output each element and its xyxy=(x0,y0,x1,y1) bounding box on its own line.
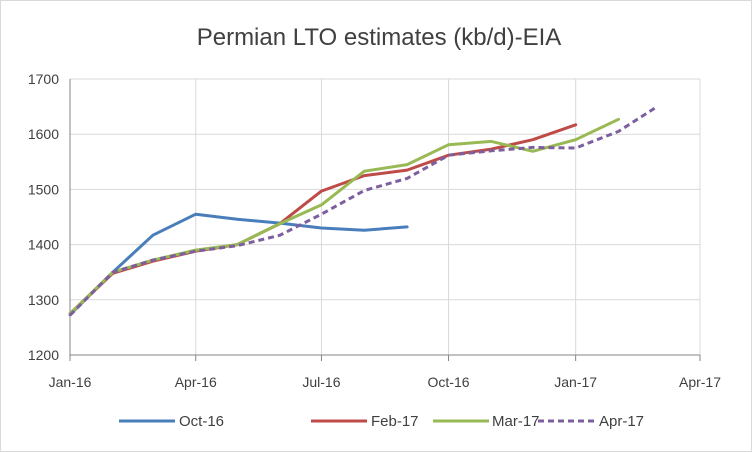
legend-label-apr-17: Apr-17 xyxy=(599,413,644,430)
x-tick-label: Oct-16 xyxy=(428,374,470,390)
y-tick-label: 1600 xyxy=(28,126,59,142)
axes: 1200 1300 1400 1500 1600 1700 Jan-16 Apr-16 Jul-… xyxy=(28,71,721,390)
legend-label-oct-16: Oct-16 xyxy=(179,413,224,430)
series-line-feb-17 xyxy=(68,123,578,316)
x-tick-label: Jul-16 xyxy=(302,374,340,390)
series-line-apr-17 xyxy=(68,105,659,317)
y-tick-label: 1500 xyxy=(28,181,59,197)
legend: Oct-16 Feb-17 Mar-17 Apr-17 xyxy=(119,413,644,430)
legend-label-mar-17: Mar-17 xyxy=(492,413,540,430)
series-line-oct-16 xyxy=(68,212,409,317)
gridlines xyxy=(70,78,701,355)
y-tick-label: 1400 xyxy=(28,237,59,253)
chart-title: Permian LTO estimates (kb/d)-EIA xyxy=(197,24,562,51)
series-line-mar-17 xyxy=(68,117,620,316)
series-lines xyxy=(68,105,659,317)
y-tick-label: 1700 xyxy=(28,71,59,87)
x-tick-label: Apr-16 xyxy=(175,374,217,390)
x-tick-label: Jan-17 xyxy=(554,374,597,390)
x-tick-label: Jan-16 xyxy=(49,374,92,390)
y-tick-label: 1300 xyxy=(28,292,59,308)
y-tick-label: 1200 xyxy=(28,347,59,363)
x-tick-label: Apr-17 xyxy=(679,374,721,390)
legend-label-feb-17: Feb-17 xyxy=(371,413,419,430)
